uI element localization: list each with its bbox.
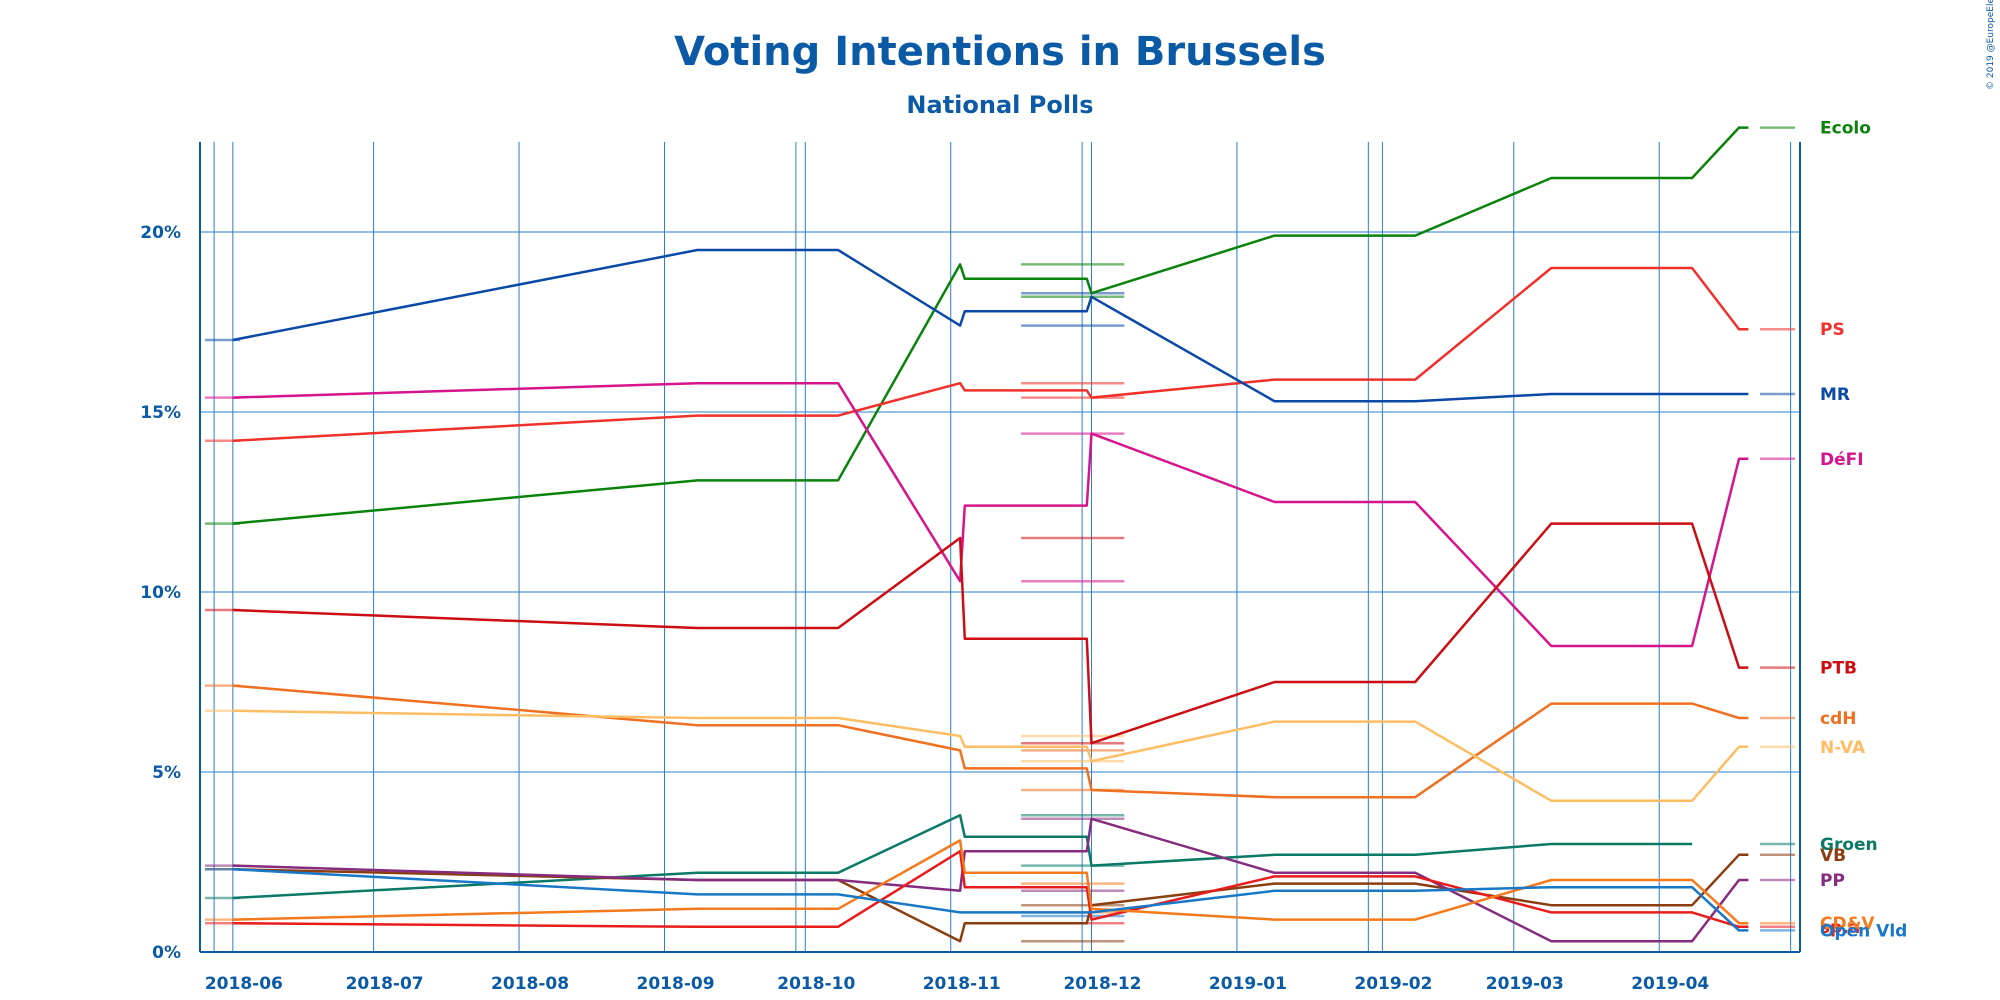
series-line-groen <box>232 813 1693 900</box>
series-line-n-va <box>232 709 1749 803</box>
x-tick-label: 2019-01 <box>1209 974 1287 994</box>
copyright-notice: © 2019 @EuropeElects <box>1986 0 1996 90</box>
legend-label-mr: MR <box>1820 385 1850 405</box>
legend-label-pp: PP <box>1820 871 1845 891</box>
x-tick-label: 2018-10 <box>777 974 855 994</box>
y-tick-label: 20% <box>140 223 181 243</box>
x-tick-label: 2018-07 <box>346 974 424 994</box>
series-line-open-vld <box>232 867 1749 932</box>
series-line-ptb <box>232 522 1749 745</box>
x-tick-label: 2019-03 <box>1486 974 1564 994</box>
series-line-vb <box>232 853 1749 943</box>
series-line-ps <box>232 266 1749 443</box>
series-line-mr <box>232 248 1749 403</box>
series-line-d-fi <box>232 381 1749 648</box>
legend-label-ptb: PTB <box>1820 659 1857 679</box>
x-tick-label: 2019-04 <box>1631 974 1709 994</box>
series-lines <box>232 126 1749 943</box>
y-tick-label: 15% <box>140 403 181 423</box>
y-tick-label: 0% <box>152 943 181 963</box>
series-line-cd-v <box>232 839 1749 925</box>
legend-label-groen: Groen <box>1820 835 1878 855</box>
x-tick-label: 2018-06 <box>205 974 283 994</box>
x-tick-label: 2019-02 <box>1354 974 1432 994</box>
y-tick-label: 5% <box>152 763 181 783</box>
legend-label-cdh: cdH <box>1820 709 1856 729</box>
legend-label-sp-a: sp.a <box>1820 918 1860 938</box>
series-line-pp <box>232 817 1749 943</box>
legend-label-vb: VB <box>1820 846 1846 866</box>
chart-title: Voting Intentions in Brussels <box>674 29 1326 75</box>
chart-subtitle: National Polls <box>906 91 1093 119</box>
legend-label-cd-v: CD&V <box>1820 914 1875 934</box>
series-line-ecolo <box>232 126 1749 525</box>
series-line-sp-a <box>232 849 1749 929</box>
x-tick-label: 2018-09 <box>637 974 715 994</box>
series-line-cdh <box>232 684 1749 799</box>
x-tick-label: 2018-11 <box>923 974 1001 994</box>
legend-label-ecolo: Ecolo <box>1820 119 1871 139</box>
x-tick-label: 2018-08 <box>491 974 569 994</box>
gridlines <box>200 142 1800 952</box>
legend-label-open-vld: Open Vld <box>1820 921 1907 941</box>
legend-label-n-va: N-VA <box>1820 738 1866 758</box>
legend-label-ps: PS <box>1820 320 1845 340</box>
y-tick-label: 10% <box>140 583 181 603</box>
axes: 0% 5% 10% 15% 20% 2018-06 2018-07 2018-08 2018-0… <box>140 142 1801 994</box>
x-tick-label: 2018-12 <box>1063 974 1141 994</box>
legend-label-d-fi: DéFI <box>1820 450 1864 470</box>
